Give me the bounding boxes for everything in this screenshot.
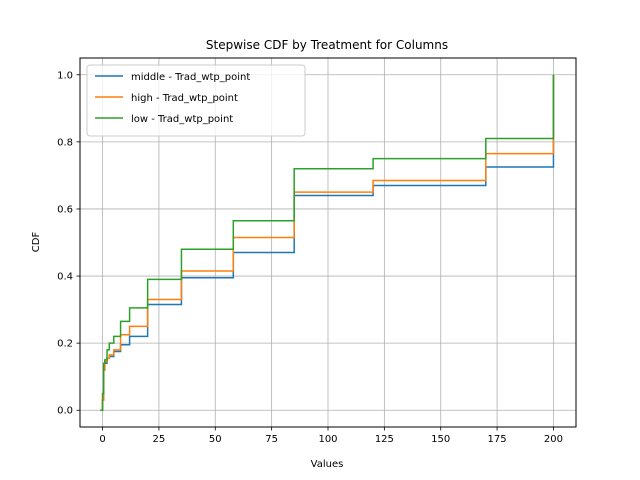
y-tick-label: 1.0 — [57, 70, 73, 81]
y-tick-label: 0.8 — [57, 137, 73, 148]
x-tick-label: 150 — [431, 434, 450, 445]
series-line-2 — [100, 74, 555, 411]
series-line-1 — [100, 74, 555, 411]
legend-box — [86, 64, 306, 137]
series-group — [100, 74, 555, 411]
x-tick-label: 100 — [318, 434, 337, 445]
y-tick-label: 0.6 — [57, 204, 73, 215]
y-tick-label: 0.0 — [57, 406, 73, 417]
y-tick-label: 0.2 — [57, 339, 73, 350]
y-axis-label: CDF — [31, 232, 42, 253]
y-axis: 0.0 0.2 0.4 0.6 0.8 1.0 — [57, 70, 80, 417]
x-axis: 0 25 50 75 100 125 150 175 200 — [99, 427, 563, 445]
x-tick-label: 175 — [488, 434, 507, 445]
x-tick-label: 50 — [209, 434, 222, 445]
grid — [80, 58, 576, 427]
legend-label-2: low - Trad_wtp_point — [131, 114, 233, 125]
x-tick-label: 200 — [544, 434, 563, 445]
legend-label-0: middle - Trad_wtp_point — [131, 72, 250, 83]
x-tick-label: 25 — [153, 434, 166, 445]
legend-label-1: high - Trad_wtp_point — [131, 93, 238, 104]
x-tick-label: 75 — [265, 434, 278, 445]
x-tick-label: 125 — [375, 434, 394, 445]
x-axis-label: Values — [311, 459, 344, 470]
y-tick-label: 0.4 — [57, 272, 73, 283]
chart-title: Stepwise CDF by Treatment for Columns — [206, 38, 448, 52]
x-tick-label: 0 — [99, 434, 105, 445]
